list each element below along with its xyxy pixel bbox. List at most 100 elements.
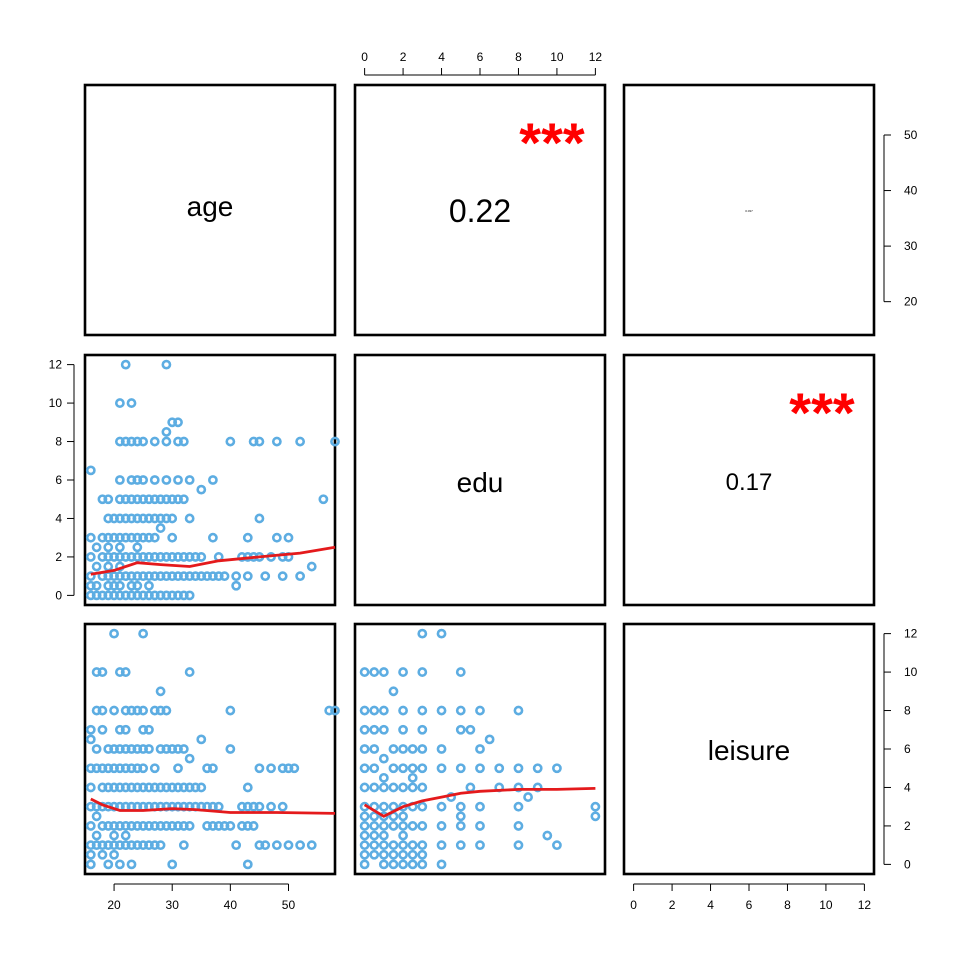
- point-edu-vs-age: [231, 571, 242, 582]
- point-leisure-vs-age: [237, 821, 247, 831]
- point-leisure-vs-age: [109, 782, 119, 793]
- point-leisure-vs-edu: [388, 821, 399, 831]
- point-leisure-vs-age: [167, 744, 178, 754]
- point-edu-vs-age: [178, 590, 189, 601]
- point-edu-vs-age: [120, 532, 131, 543]
- point-leisure-vs-age: [237, 801, 247, 812]
- point-edu-vs-age: [173, 417, 183, 428]
- point-leisure-vs-edu: [532, 763, 543, 774]
- point-leisure-vs-age: [97, 821, 108, 831]
- point-edu-vs-age: [178, 436, 189, 447]
- point-leisure-vs-age: [138, 744, 149, 754]
- point-leisure-vs-age: [109, 830, 119, 841]
- point-edu-vs-age: [126, 436, 137, 447]
- point-edu-vs-age: [149, 494, 160, 505]
- smooth-line-leisure-vs-edu: [363, 787, 596, 818]
- point-edu-vs-age: [132, 571, 143, 582]
- point-leisure-vs-age: [149, 782, 160, 793]
- point-leisure-vs-age: [103, 744, 114, 754]
- point-edu-vs-age: [271, 532, 282, 543]
- point-edu-vs-age: [330, 436, 340, 447]
- axis-bottom-leisure-tick-label: 8: [784, 898, 791, 912]
- point-edu-vs-age: [173, 475, 183, 485]
- point-edu-vs-age: [190, 571, 201, 582]
- point-leisure-vs-age: [196, 734, 207, 745]
- point-leisure-vs-edu: [417, 628, 428, 639]
- point-leisure-vs-edu: [513, 821, 524, 831]
- point-edu-vs-age: [138, 436, 149, 447]
- point-edu-vs-age: [114, 398, 125, 408]
- point-leisure-vs-age: [103, 763, 114, 774]
- point-leisure-vs-edu: [369, 763, 380, 774]
- point-leisure-vs-edu: [378, 830, 389, 841]
- point-leisure-vs-age: [109, 628, 119, 639]
- point-leisure-vs-age: [132, 744, 143, 754]
- point-leisure-vs-age: [149, 840, 160, 851]
- point-edu-vs-age: [120, 436, 131, 447]
- point-leisure-vs-edu: [359, 830, 370, 841]
- point-edu-vs-age: [126, 513, 137, 524]
- point-edu-vs-age: [132, 580, 143, 591]
- point-leisure-vs-age: [173, 744, 183, 754]
- point-leisure-vs-edu: [369, 667, 380, 677]
- point-edu-vs-age: [161, 436, 172, 447]
- point-edu-vs-age: [161, 427, 172, 437]
- corr-age-edu: 0.22: [449, 193, 511, 229]
- point-leisure-vs-age: [178, 840, 189, 851]
- panel-2-2: [622, 622, 876, 876]
- point-edu-vs-age: [103, 561, 114, 572]
- point-leisure-vs-age: [120, 840, 131, 851]
- point-leisure-vs-edu: [369, 705, 380, 716]
- point-leisure-vs-age: [138, 840, 149, 851]
- point-leisure-vs-age: [114, 744, 125, 754]
- point-leisure-vs-age: [120, 744, 131, 754]
- point-edu-vs-age: [149, 590, 160, 601]
- point-leisure-vs-edu: [475, 840, 485, 851]
- point-edu-vs-age: [184, 552, 195, 562]
- point-leisure-vs-age: [138, 782, 149, 793]
- point-leisure-vs-age: [242, 782, 253, 793]
- axis-right-leisure-tick-label: 8: [904, 704, 911, 718]
- point-leisure-vs-edu: [378, 811, 389, 822]
- point-edu-vs-age: [242, 532, 253, 543]
- point-leisure-vs-age: [138, 705, 149, 716]
- point-edu-vs-age: [184, 513, 195, 524]
- point-leisure-vs-edu: [378, 782, 389, 793]
- point-leisure-vs-edu: [388, 763, 399, 774]
- point-leisure-vs-edu: [398, 830, 408, 841]
- axis-right-leisure-tick-label: 0: [904, 857, 911, 871]
- axis-right-age-tick-label: 40: [904, 184, 918, 198]
- point-leisure-vs-age: [85, 840, 96, 851]
- diag-label-edu: edu: [457, 467, 504, 498]
- point-edu-vs-age: [149, 571, 160, 582]
- point-leisure-vs-age: [132, 840, 143, 851]
- point-leisure-vs-age: [144, 724, 154, 735]
- point-leisure-vs-edu: [513, 840, 524, 851]
- axis-bottom-leisure-tick-label: 4: [707, 898, 714, 912]
- axis-bottom-leisure-tick-label: 0: [630, 898, 637, 912]
- point-leisure-vs-edu: [398, 859, 408, 870]
- point-leisure-vs-age: [283, 763, 294, 774]
- point-edu-vs-age: [295, 571, 306, 582]
- point-leisure-vs-edu: [359, 859, 370, 870]
- point-leisure-vs-edu: [513, 782, 524, 793]
- axis-top-edu-tick-label: 6: [477, 50, 484, 64]
- point-edu-vs-age: [196, 484, 207, 495]
- point-edu-vs-age: [149, 552, 160, 562]
- point-leisure-vs-age: [91, 811, 102, 822]
- point-edu-vs-age: [161, 590, 172, 601]
- axis-right-age-tick-label: 20: [904, 295, 918, 309]
- point-edu-vs-age: [306, 561, 317, 572]
- axis-right-age-tick-label: 50: [904, 128, 918, 142]
- point-leisure-vs-age: [173, 801, 183, 812]
- point-leisure-vs-age: [225, 705, 236, 716]
- point-leisure-vs-age: [85, 821, 96, 831]
- point-leisure-vs-age: [149, 763, 160, 774]
- point-edu-vs-age: [283, 532, 294, 543]
- point-leisure-vs-edu: [388, 840, 399, 851]
- point-edu-vs-age: [126, 590, 137, 601]
- point-leisure-vs-age: [225, 744, 236, 754]
- point-leisure-vs-age: [161, 705, 172, 716]
- axis-right-leisure-tick-label: 2: [904, 819, 911, 833]
- point-edu-vs-age: [120, 590, 131, 601]
